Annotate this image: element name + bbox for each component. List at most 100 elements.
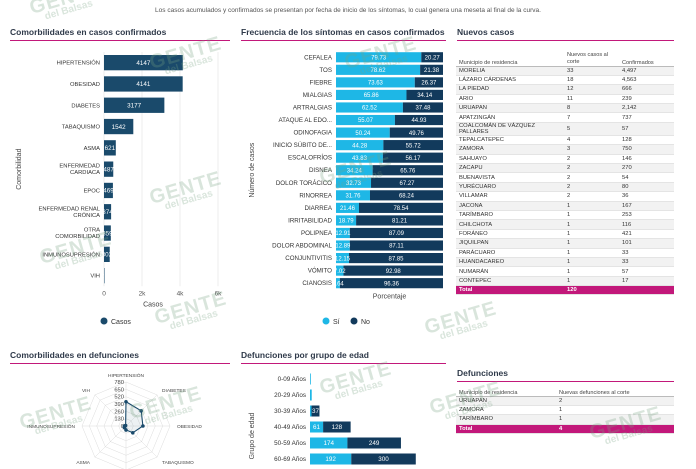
category-label: IRRITABILIDAD xyxy=(288,217,332,224)
x-tick-label: 0 xyxy=(102,290,106,297)
table-row[interactable]: TARÍMBARO 1 xyxy=(456,414,674,425)
table-row[interactable]: ZACAPU 2 270 xyxy=(456,163,674,174)
cell-confirmados: 57 xyxy=(619,122,674,136)
bar-no xyxy=(371,177,443,188)
bar-value-label: 374 xyxy=(102,209,113,216)
bar-si xyxy=(336,190,370,201)
nuevos-rule xyxy=(457,40,674,41)
table-row[interactable]: JACONA 1 167 xyxy=(456,201,674,211)
category-label: MIALGIAS xyxy=(303,92,332,99)
cell-municipio: PARÁCUARO xyxy=(456,248,564,258)
bar-no xyxy=(420,64,443,75)
frecuencia-rule xyxy=(241,40,446,41)
table-row[interactable]: TEPALCATEPEC 4 128 xyxy=(456,135,674,146)
bar-no-label: 20.27 xyxy=(425,55,441,61)
table-row[interactable]: LÁZARO CÁRDENAS 18 4,563 xyxy=(456,75,674,86)
table-row[interactable]: YURÉCUARO 2 80 xyxy=(456,182,674,193)
table-row[interactable]: SAHUAYO 2 146 xyxy=(456,154,674,165)
bar-si xyxy=(336,64,421,75)
bar-si-label: 34.24 xyxy=(347,168,363,174)
bar-si-label: 55.07 xyxy=(358,118,374,124)
nuevos-header-confirmados[interactable]: Confirmados xyxy=(619,44,674,67)
bar-no xyxy=(394,114,443,126)
bar-value-label: 4147 xyxy=(136,60,151,67)
comorb-def-chart: HIPERTENSIÓN DIABETES OBESIDAD TABAQUISMO AS… xyxy=(27,372,202,469)
cell-nuevos: 1 xyxy=(564,229,619,240)
defunciones-header-municipio[interactable]: Municipio de residencia xyxy=(456,384,556,397)
bar-b-label: 249 xyxy=(369,440,380,447)
radar-ring xyxy=(81,381,171,469)
bar-no-label: 37.48 xyxy=(415,106,431,112)
x-axis-label: Porcentaje xyxy=(373,293,407,300)
bar xyxy=(104,76,183,92)
bar-si-label: 12.15 xyxy=(335,256,351,262)
nuevos-header-nuevos[interactable]: Nuevos casos al corte xyxy=(564,44,619,67)
table-row[interactable]: HUANDACAREO 1 33 xyxy=(456,257,674,268)
bar xyxy=(104,204,112,220)
table-row[interactable]: URUAPAN 8 2,142 xyxy=(456,103,674,114)
table-row[interactable]: LA PIEDAD 12 666 xyxy=(456,84,674,95)
table-row[interactable]: TARÍMBARO 1 253 xyxy=(456,210,674,221)
bar-a-label: 61 xyxy=(313,424,321,431)
bar-a xyxy=(310,437,348,449)
radar-tick-label: 130 xyxy=(114,417,124,423)
cell-municipio: BUENAVISTA xyxy=(456,172,564,183)
cell-municipio: JIQUILPAN xyxy=(456,238,564,249)
nuevos-header-municipio[interactable]: Municipio de residencia xyxy=(456,44,564,67)
radar-point xyxy=(139,409,143,413)
table-row[interactable]: COALCOMÁN DE VÁZQUEZ PALLARES 5 57 xyxy=(456,122,674,136)
bar-si xyxy=(336,240,350,251)
table-row[interactable]: ZAMORA 3 750 xyxy=(456,144,674,155)
bar-no-label: 55.72 xyxy=(406,143,422,149)
bar xyxy=(104,182,113,199)
total-cell: 4 xyxy=(556,424,674,435)
table-row[interactable]: BUENAVISTA 2 54 xyxy=(456,172,674,183)
table-row[interactable]: NUMARÁN 1 57 xyxy=(456,266,674,277)
cell-municipio: SAHUAYO xyxy=(456,154,564,165)
comorb-casos-rule xyxy=(10,40,230,41)
bar-no-label: 81.21 xyxy=(392,219,408,225)
defunciones-header-nuevas[interactable]: Nuevas defunciones al corte xyxy=(556,384,674,397)
category-label: VÓMITO xyxy=(308,268,332,275)
cell-confirmados: 57 xyxy=(619,266,674,277)
bar-no xyxy=(389,127,443,138)
cell-municipio: URUAPAN xyxy=(456,396,556,406)
cell-nuevos: 2 xyxy=(564,154,619,165)
table-row[interactable]: CONTEPEC 1 17 xyxy=(456,276,674,287)
radar-spoke xyxy=(125,425,158,458)
total-row: Total 4 xyxy=(456,424,674,435)
cell-municipio: TEPALCATEPEC xyxy=(456,135,564,146)
cell-confirmados: 101 xyxy=(619,238,674,249)
bar-no xyxy=(356,215,443,226)
table-row[interactable]: CHILCHOTA 1 116 xyxy=(456,219,674,230)
legend-marker xyxy=(322,317,330,325)
cell-defunciones: 2 xyxy=(556,396,674,406)
category-label: ESCALOFRÍOS xyxy=(288,155,332,162)
y-axis-label: Número de casos xyxy=(249,142,256,197)
cell-confirmados: 128 xyxy=(619,135,674,146)
bar-b-label: 128 xyxy=(332,424,343,431)
x-axis-label: Casos xyxy=(143,301,163,308)
table-row[interactable]: MORELIA 33 4,497 xyxy=(456,66,674,76)
table-row[interactable]: VILLAMAR 2 36 xyxy=(456,191,674,202)
table-row[interactable]: URUAPAN 2 xyxy=(456,396,674,406)
table-row[interactable]: APATZINGÁN 7 737 xyxy=(456,112,674,123)
bar-si xyxy=(336,215,357,226)
category-label: DOLOR ABDOMINAL xyxy=(272,243,332,250)
table-row[interactable]: FORÁNEO 1 421 xyxy=(456,229,674,240)
cell-municipio: ZACAPU xyxy=(456,163,564,174)
legend-marker xyxy=(350,317,358,325)
cell-confirmados: 2,142 xyxy=(619,103,674,114)
radar-tick-label: 780 xyxy=(114,380,124,386)
table-row[interactable]: JIQUILPAN 1 101 xyxy=(456,238,674,249)
cell-confirmados: 36 xyxy=(619,191,674,202)
table-row[interactable]: PARÁCUARO 1 33 xyxy=(456,248,674,258)
bar-no-label: 21.38 xyxy=(424,68,440,74)
table-row[interactable]: ARIO 11 239 xyxy=(456,94,674,105)
category-label: TOS xyxy=(319,67,332,74)
table-row[interactable]: ZAMORA 1 xyxy=(456,405,674,416)
cell-municipio: TARÍMBARO xyxy=(456,414,556,425)
bar-no xyxy=(358,202,443,213)
bar-si-label: 78.62 xyxy=(371,68,387,74)
radar-spoke xyxy=(94,394,127,427)
